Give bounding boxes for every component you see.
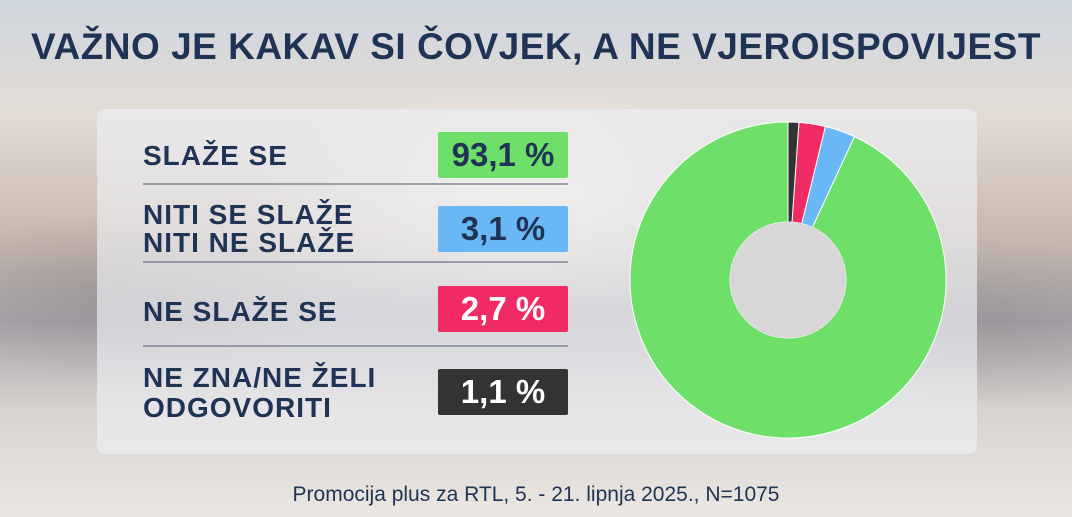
result-row-neutral: NITI SE SLAŽE NITI NE SLAŽE 3,1 % [143,197,568,263]
source-note: Promocija plus za RTL, 5. - 21. lipnja 2… [292,483,780,506]
row-label-line2: NITI NE SLAŽE [143,227,356,258]
row-label: NE SLAŽE SE [143,296,338,327]
donut-hole [730,222,846,338]
result-row-dont-know: NE ZNA/NE ŽELI ODGOVORITI 1,1 % [143,356,568,428]
row-label-line1: NITI SE SLAŽE [143,199,354,230]
result-row-disagree: NE SLAŽE SE 2,7 % [143,275,568,347]
value-badge-neutral: 3,1 % [438,206,568,252]
value-badge-agree: 93,1 % [438,132,568,178]
value-badge-dont-know: 1,1 % [438,369,568,415]
donut-chart-svg [629,121,947,439]
chart-title: VAŽNO JE KAKAV SI ČOVJEK, A NE VJEROISPO… [31,26,1041,67]
result-row-agree: SLAŽE SE 93,1 % [143,127,568,185]
donut-chart [628,120,948,440]
row-label-line2: ODGOVORITI [143,392,332,423]
row-label-line1: NE ZNA/NE ŽELI [143,362,377,393]
row-label: SLAŽE SE [143,140,288,171]
value-badge-disagree: 2,7 % [438,286,568,332]
